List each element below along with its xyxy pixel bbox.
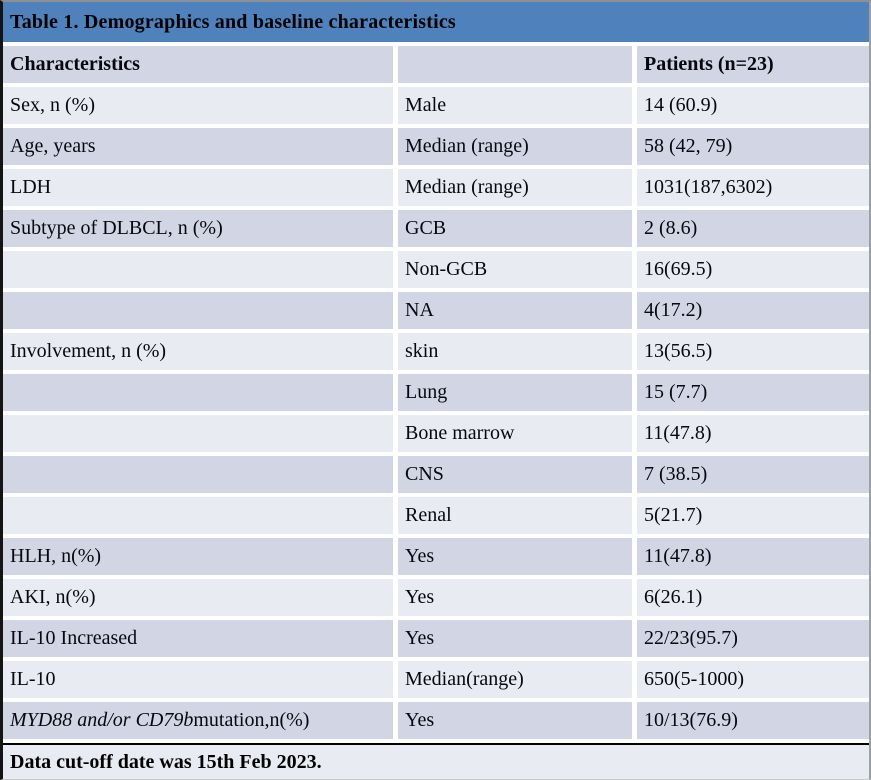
row-value-cell: 7 (38.5)	[637, 456, 869, 493]
header-blank	[398, 46, 632, 83]
row-label-cell: Subtype of DLBCL, n (%)	[3, 210, 393, 247]
table-header-row: Characteristics Patients (n=23)	[3, 46, 869, 83]
data-cutoff-note: Data cut-off date was 15th Feb 2023.	[10, 751, 322, 773]
table-footer-row: Data cut-off date was 15th Feb 2023.	[3, 745, 869, 779]
row-label-cell: Sex, n (%)	[3, 87, 393, 124]
table-row: HLH, n(%) Yes 11(47.8)	[3, 538, 869, 575]
table-row: Involvement, n (%) skin 13(56.5)	[3, 333, 869, 370]
row-value-cell: 22/23(95.7)	[637, 620, 869, 657]
row-label-text: AKI, n(%)	[10, 586, 96, 608]
table-title-bar: Table 1. Demographics and baseline chara…	[3, 2, 869, 42]
row-label-cell	[3, 292, 393, 329]
table-row: Sex, n (%) Male 14 (60.9)	[3, 87, 869, 124]
row-sub-cell: Male	[398, 87, 632, 124]
row-sub-cell: Bone marrow	[398, 415, 632, 452]
row-sub-cell: Non-GCB	[398, 251, 632, 288]
row-value-cell: 5(21.7)	[637, 497, 869, 534]
row-value-cell: 11(47.8)	[637, 538, 869, 575]
row-label-cell	[3, 251, 393, 288]
row-value-cell: 58 (42, 79)	[637, 128, 869, 165]
table-title: Table 1. Demographics and baseline chara…	[10, 10, 456, 33]
table-row: Subtype of DLBCL, n (%) GCB 2 (8.6)	[3, 210, 869, 247]
row-label-cell	[3, 497, 393, 534]
row-sub-cell: Yes	[398, 620, 632, 657]
row-value-cell: 6(26.1)	[637, 579, 869, 616]
row-label-cell: LDH	[3, 169, 393, 206]
row-sub-cell: Yes	[398, 538, 632, 575]
table-row: Renal 5(21.7)	[3, 497, 869, 534]
footer-separator	[3, 743, 869, 745]
row-label-cell: IL-10 Increased	[3, 620, 393, 657]
row-sub-cell: Yes	[398, 702, 632, 739]
table-row: IL-10 Median(range) 650(5-1000)	[3, 661, 869, 698]
row-label-cell: AKI, n(%)	[3, 579, 393, 616]
row-label-cell	[3, 415, 393, 452]
row-value-cell: 13(56.5)	[637, 333, 869, 370]
row-label-text: IL-10	[10, 668, 56, 690]
table-row: CNS 7 (38.5)	[3, 456, 869, 493]
header-characteristics: Characteristics	[3, 46, 393, 83]
row-label-cell	[3, 456, 393, 493]
row-value-cell: 1031(187,6302)	[637, 169, 869, 206]
table-row: Bone marrow 11(47.8)	[3, 415, 869, 452]
row-label-cell: MYD88 and/or CD79b mutation,n(%)	[3, 702, 393, 739]
row-label-cell: Involvement, n (%)	[3, 333, 393, 370]
row-label-text: IL-10 Increased	[10, 627, 138, 649]
row-label-cell: IL-10	[3, 661, 393, 698]
table-row: AKI, n(%) Yes 6(26.1)	[3, 579, 869, 616]
row-label-text: HLH, n(%)	[10, 545, 102, 567]
row-label-cell: Age, years	[3, 128, 393, 165]
table-row: LDH Median (range) 1031(187,6302)	[3, 169, 869, 206]
row-value-cell: 15 (7.7)	[637, 374, 869, 411]
table-row: IL-10 Increased Yes 22/23(95.7)	[3, 620, 869, 657]
row-sub-cell: CNS	[398, 456, 632, 493]
row-sub-cell: Median (range)	[398, 169, 632, 206]
row-sub-cell: Yes	[398, 579, 632, 616]
row-sub-cell: Median(range)	[398, 661, 632, 698]
table-row: NA 4(17.2)	[3, 292, 869, 329]
header-patients: Patients (n=23)	[637, 46, 869, 83]
table-row: Non-GCB 16(69.5)	[3, 251, 869, 288]
row-label-text: Age, years	[10, 135, 96, 157]
table-row: MYD88 and/or CD79b mutation,n(%) Yes 10/…	[3, 702, 869, 739]
row-value-cell: 10/13(76.9)	[637, 702, 869, 739]
row-label-text: Involvement, n (%)	[10, 340, 167, 362]
table-row: Lung 15 (7.7)	[3, 374, 869, 411]
row-value-cell: 11(47.8)	[637, 415, 869, 452]
row-label-text: mutation,n(%)	[193, 709, 310, 731]
row-sub-cell: skin	[398, 333, 632, 370]
row-label-cell	[3, 374, 393, 411]
row-value-cell: 14 (60.9)	[637, 87, 869, 124]
row-label-italic: MYD88 and/or CD79b	[10, 709, 194, 731]
row-value-cell: 4(17.2)	[637, 292, 869, 329]
row-label-text: Sex, n (%)	[10, 94, 95, 116]
row-sub-cell: NA	[398, 292, 632, 329]
row-label-text: Subtype of DLBCL, n (%)	[10, 217, 223, 239]
row-sub-cell: Renal	[398, 497, 632, 534]
row-value-cell: 650(5-1000)	[637, 661, 869, 698]
row-label-cell: HLH, n(%)	[3, 538, 393, 575]
row-sub-cell: Lung	[398, 374, 632, 411]
table-body: Characteristics Patients (n=23) Sex, n (…	[3, 46, 869, 739]
row-sub-cell: GCB	[398, 210, 632, 247]
row-value-cell: 2 (8.6)	[637, 210, 869, 247]
row-sub-cell: Median (range)	[398, 128, 632, 165]
row-value-cell: 16(69.5)	[637, 251, 869, 288]
table-row: Age, years Median (range) 58 (42, 79)	[3, 128, 869, 165]
row-label-text: LDH	[10, 176, 52, 198]
